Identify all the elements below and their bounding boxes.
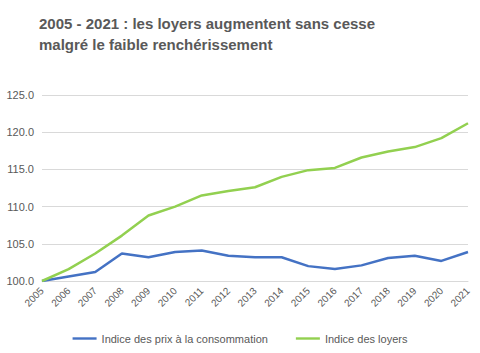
svg-text:2015: 2015: [289, 285, 313, 309]
svg-text:2012: 2012: [209, 285, 233, 309]
svg-text:2006: 2006: [49, 285, 73, 309]
svg-text:100.0: 100.0: [6, 275, 34, 287]
svg-text:2021: 2021: [448, 285, 472, 309]
svg-text:2011: 2011: [183, 285, 206, 308]
svg-text:2014: 2014: [262, 285, 286, 309]
svg-text:2007: 2007: [76, 285, 100, 309]
svg-text:125.0: 125.0: [6, 89, 34, 101]
svg-text:120.0: 120.0: [6, 126, 34, 138]
svg-text:2013: 2013: [235, 285, 259, 309]
svg-text:Indice des prix à la consommat: Indice des prix à la consommation: [102, 333, 268, 345]
svg-text:115.0: 115.0: [7, 163, 34, 175]
svg-text:2020: 2020: [422, 285, 446, 309]
svg-text:110.0: 110.0: [7, 201, 34, 213]
svg-text:105.0: 105.0: [6, 238, 34, 250]
svg-text:2008: 2008: [102, 285, 126, 309]
svg-text:2016: 2016: [315, 285, 339, 309]
svg-text:2018: 2018: [369, 285, 393, 309]
svg-text:2009: 2009: [129, 285, 153, 309]
svg-text:2017: 2017: [342, 285, 366, 309]
svg-text:2019: 2019: [395, 285, 419, 309]
svg-text:Indice des loyers: Indice des loyers: [325, 333, 408, 345]
svg-text:2005 - 2021 : les loyers augme: 2005 - 2021 : les loyers augmentent sans…: [39, 15, 379, 32]
svg-text:malgré le faible renchérisseme: malgré le faible renchérissement: [39, 36, 272, 53]
svg-text:2005: 2005: [22, 285, 46, 309]
svg-text:2010: 2010: [156, 285, 180, 309]
